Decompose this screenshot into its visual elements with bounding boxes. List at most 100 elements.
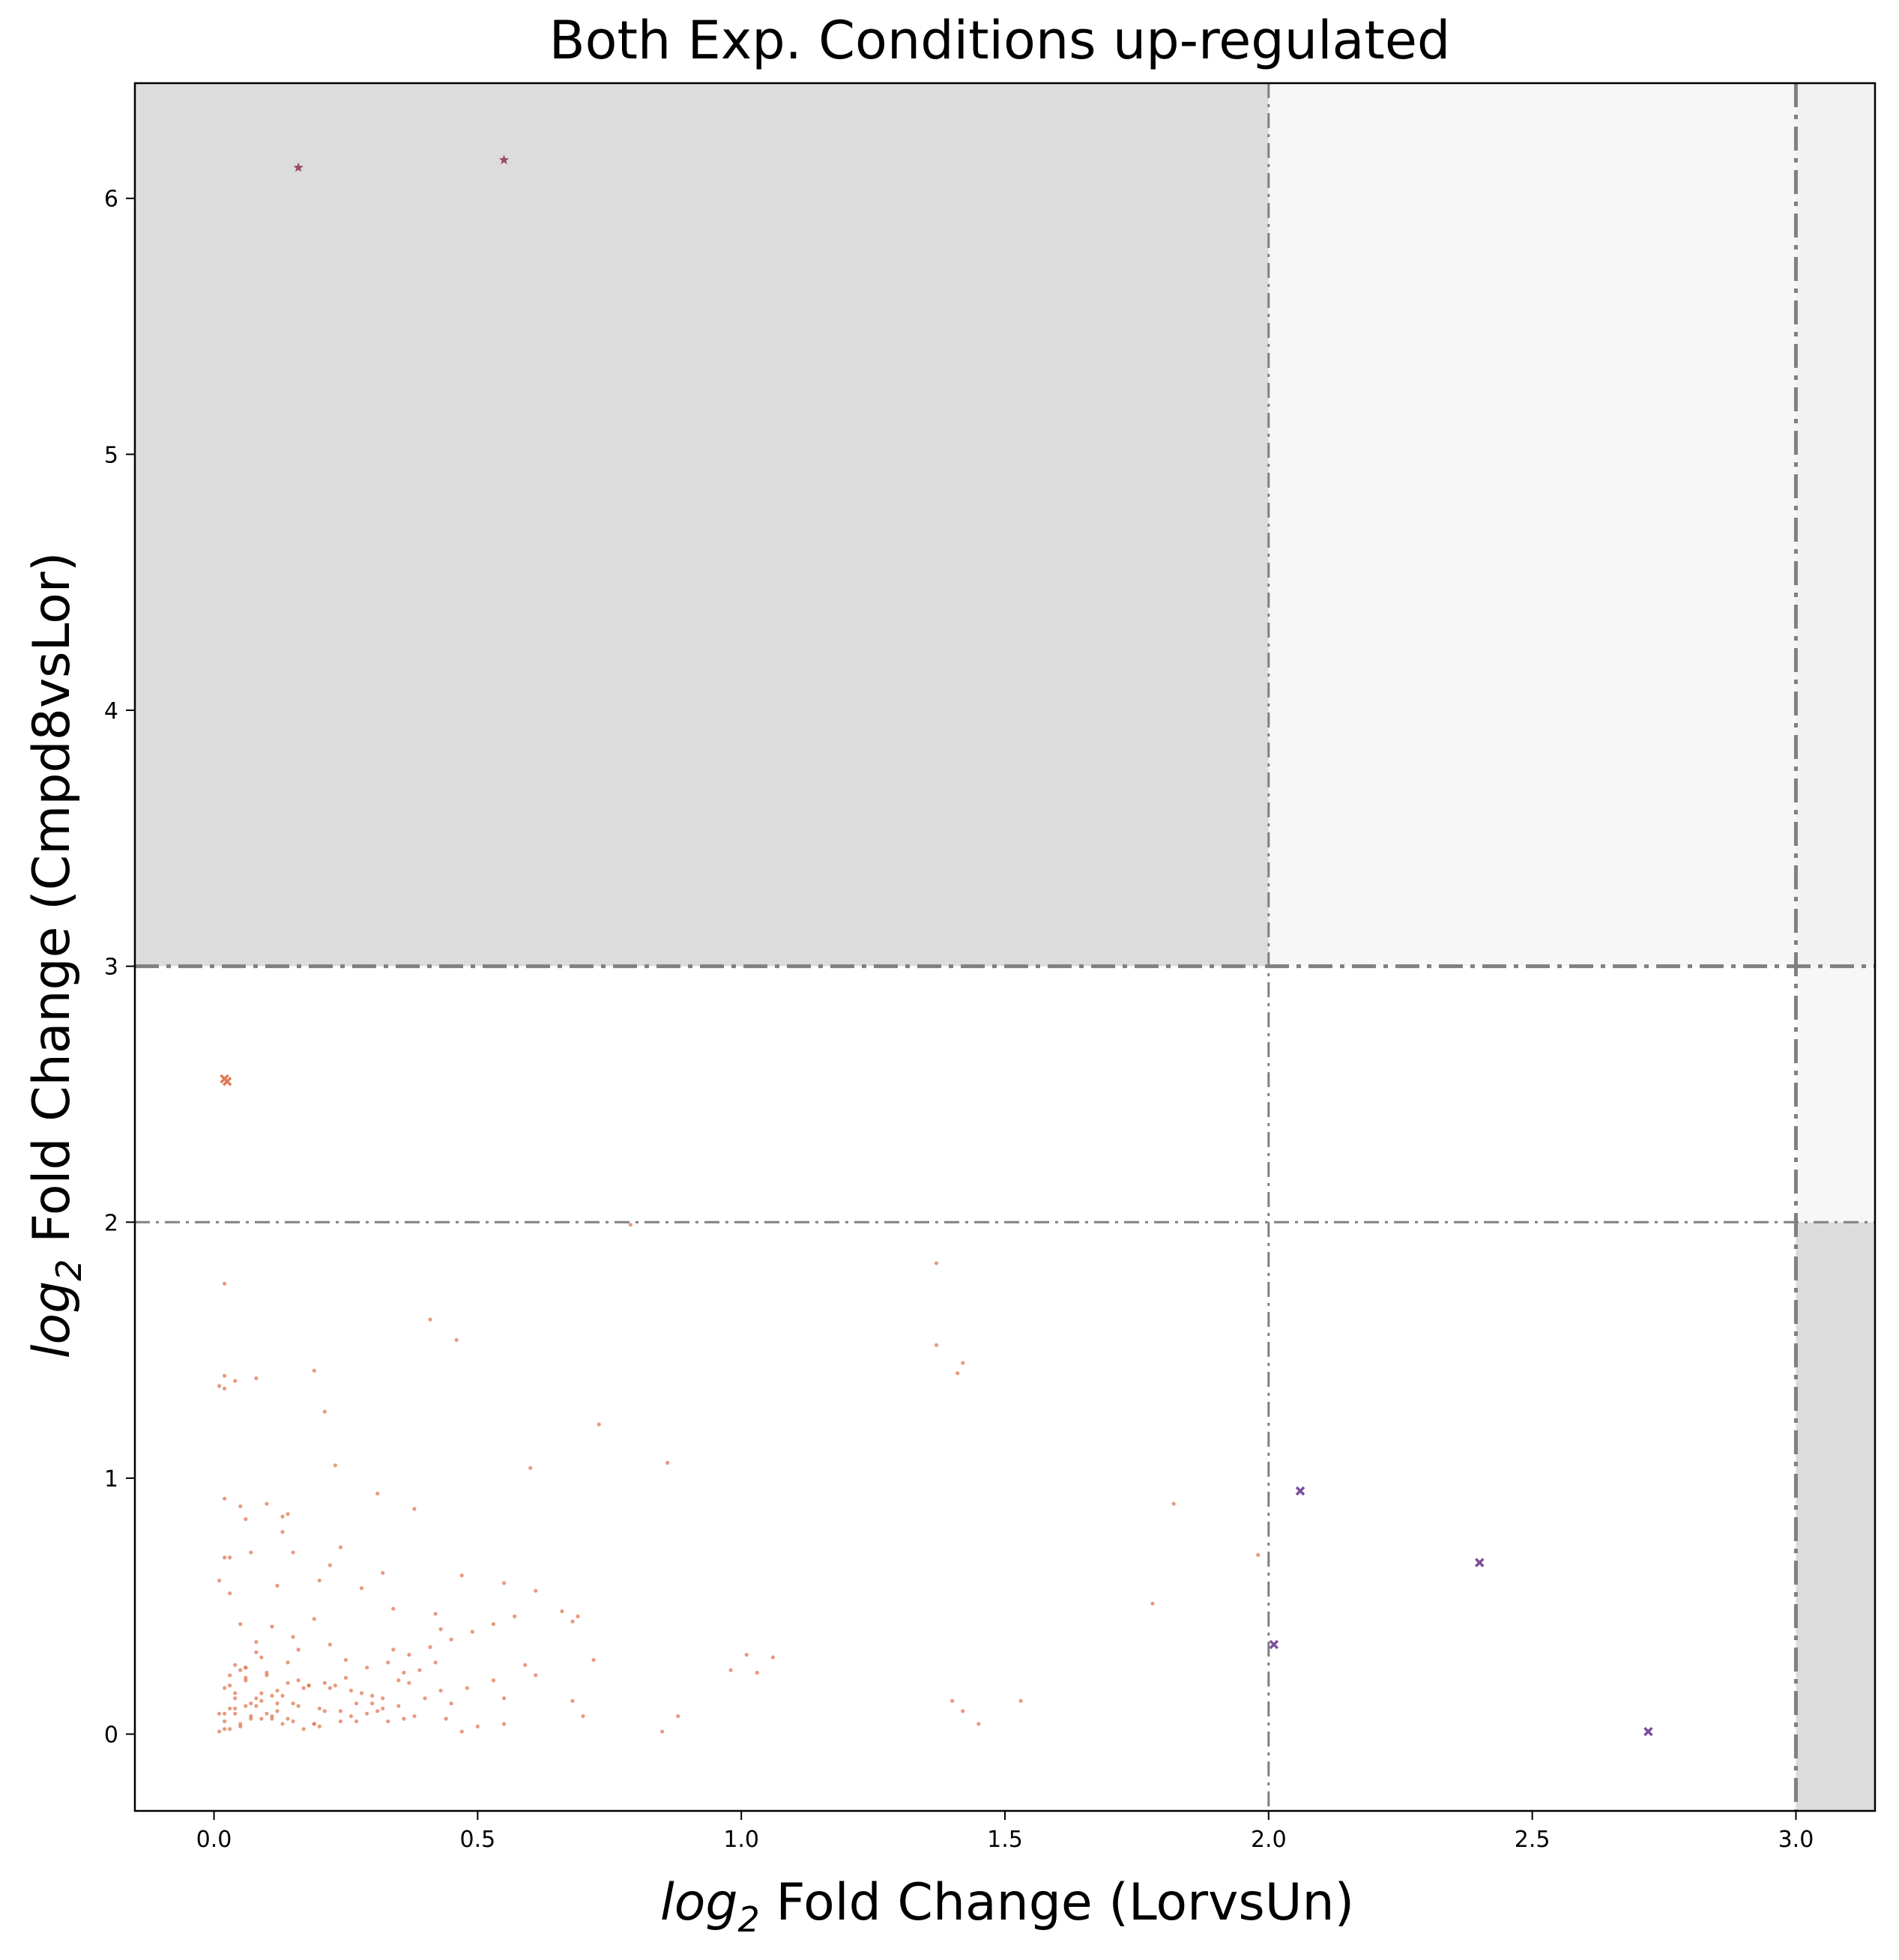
data-point — [375, 1709, 380, 1714]
data-point — [307, 1684, 311, 1688]
data-point — [459, 1729, 464, 1734]
data-point — [465, 1686, 469, 1690]
data-point — [280, 1530, 285, 1534]
shaded-regions — [135, 83, 1875, 1811]
data-point — [770, 1655, 775, 1660]
data-point — [322, 1409, 327, 1414]
data-point — [317, 1706, 321, 1711]
data-point — [1150, 1601, 1155, 1606]
data-point — [259, 1655, 264, 1660]
data-point — [280, 1514, 285, 1519]
data-point — [312, 1368, 316, 1373]
data-point — [444, 1716, 448, 1721]
data-point — [570, 1699, 575, 1703]
data-point — [470, 1630, 474, 1634]
data-point — [501, 1722, 507, 1726]
data-point — [265, 1711, 269, 1716]
y-tick-label: 4 — [104, 698, 118, 725]
data-point — [317, 1724, 321, 1728]
data-point — [597, 1422, 601, 1427]
y-axis-ticks: 0 1 2 3 4 5 6 — [104, 187, 135, 1749]
data-point — [317, 1578, 321, 1583]
data-point — [348, 1688, 354, 1693]
data-point — [327, 1642, 332, 1647]
data-point — [412, 1714, 417, 1719]
data-point — [755, 1670, 759, 1675]
data-point — [223, 1719, 227, 1724]
data-points — [217, 154, 1653, 1737]
data-point — [275, 1688, 280, 1693]
data-point — [950, 1699, 955, 1703]
data-point — [513, 1614, 517, 1618]
data-point — [501, 1581, 507, 1585]
data-point — [1171, 1501, 1176, 1506]
data-point — [327, 1686, 332, 1690]
data-point — [223, 1386, 227, 1391]
data-point — [280, 1722, 285, 1726]
data-point — [233, 1706, 238, 1711]
y-tick-label: 1 — [104, 1466, 118, 1492]
data-point — [1256, 1552, 1261, 1557]
data-point — [744, 1653, 749, 1657]
data-point — [259, 1699, 264, 1703]
data-point — [233, 1691, 238, 1696]
data-point — [534, 1673, 538, 1678]
data-point — [223, 1711, 227, 1716]
chart-title: Both Exp. Conditions up-regulated — [549, 10, 1451, 71]
data-point — [301, 1686, 306, 1690]
data-point — [934, 1261, 939, 1265]
data-point — [348, 1714, 354, 1719]
data-point — [454, 1337, 459, 1343]
data-point — [259, 1716, 264, 1721]
data-point — [244, 1704, 248, 1708]
data-point — [491, 1622, 496, 1627]
data-point — [217, 1384, 222, 1388]
data-point — [665, 1460, 670, 1465]
data-point — [438, 1627, 443, 1632]
x-axis-ticks: 0.0 0.5 1.0 1.5 2.0 2.5 3.0 — [196, 1811, 1814, 1853]
data-point — [312, 1722, 316, 1726]
data-point — [238, 1668, 243, 1672]
data-point — [291, 1701, 295, 1706]
shaded-region — [1796, 966, 1875, 1223]
data-point — [265, 1501, 269, 1506]
data-point — [728, 1668, 733, 1672]
x-axis-label-sub: 2 — [738, 1899, 760, 1940]
x-tick-label: 1.0 — [723, 1827, 759, 1853]
data-point — [381, 1696, 385, 1701]
data-point — [676, 1714, 680, 1719]
y-axis-label: log2 Fold Change (Cmpd8vsLor) — [22, 552, 89, 1359]
data-point — [428, 1317, 432, 1322]
data-point — [228, 1591, 232, 1596]
data-point — [238, 1722, 243, 1726]
data-point — [265, 1673, 269, 1678]
data-point — [386, 1660, 390, 1665]
data-point — [254, 1650, 259, 1654]
data-point — [301, 1727, 306, 1731]
data-point — [1643, 1726, 1653, 1737]
data-point — [402, 1716, 406, 1721]
data-point — [286, 1716, 290, 1721]
data-point — [417, 1668, 422, 1672]
data-point — [1295, 1486, 1305, 1496]
y-tick-label: 6 — [104, 187, 118, 213]
data-point — [449, 1637, 453, 1642]
data-point — [254, 1704, 259, 1708]
data-point — [365, 1666, 369, 1670]
data-point — [333, 1463, 337, 1468]
data-point — [286, 1512, 290, 1516]
data-point — [375, 1491, 380, 1495]
data-point — [223, 1727, 227, 1731]
data-point — [343, 1657, 348, 1663]
data-point — [291, 1550, 295, 1555]
data-point — [961, 1709, 965, 1714]
data-point — [391, 1606, 396, 1611]
data-point — [217, 1711, 222, 1716]
y-tick-label: 2 — [104, 1210, 118, 1236]
data-point — [249, 1550, 253, 1555]
data-point — [560, 1609, 564, 1614]
x-axis-label: log2 Fold Change (LorvsUn) — [660, 1873, 1354, 1940]
data-point — [223, 1281, 227, 1286]
data-point — [280, 1693, 285, 1698]
data-point — [244, 1666, 248, 1670]
